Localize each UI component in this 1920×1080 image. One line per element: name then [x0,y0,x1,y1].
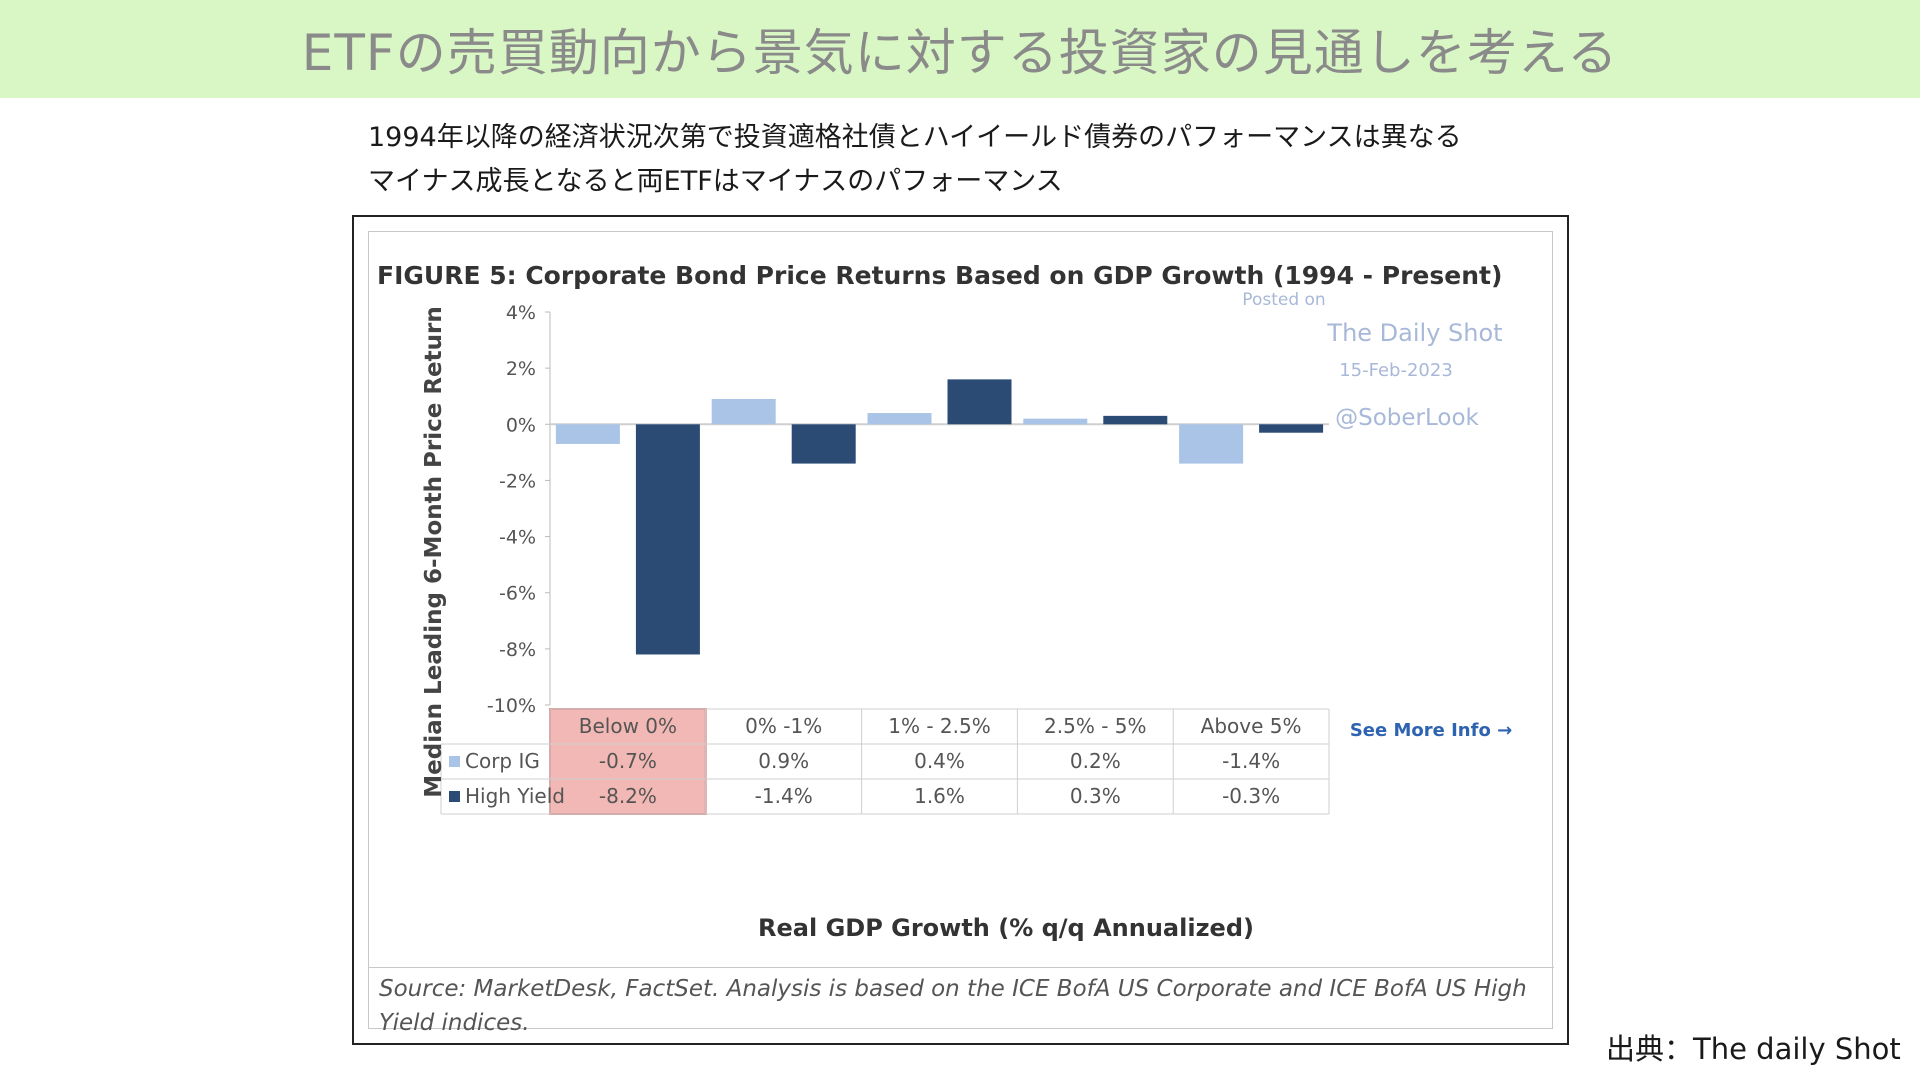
y-axis-label: Median Leading 6-Month Price Return [421,306,447,797]
outlet-name: The Daily Shot [1326,319,1502,347]
bar-high-yield [791,424,856,464]
source-divider [369,967,1554,968]
credit-line: 出典：The daily Shot [1606,1032,1901,1066]
x-category-label: 2.5% - 5% [1044,714,1146,738]
x-category-label: 0% -1% [745,714,822,738]
x-category-label: 1% - 2.5% [888,714,990,738]
data-value-label: -1.4% [755,784,813,808]
data-value-label: 0.2% [1070,749,1121,773]
x-category-label: Below 0% [579,714,677,738]
see-more-link[interactable]: See More Info → [1350,720,1512,741]
subtitle-line-2: マイナス成長となると両ETFはマイナスのパフォーマンス [368,166,1063,197]
data-value-label: -0.3% [1222,784,1280,808]
data-value-label: 1.6% [914,784,965,808]
bar-corp-ig [1023,418,1088,425]
data-value-label: -1.4% [1222,749,1280,773]
posted-date: 15-Feb-2023 [1339,360,1453,381]
data-value-label: -0.7% [599,749,657,773]
x-axis-label: Real GDP Growth (% q/q Annualized) [758,914,1254,942]
legend-label: Corp IG [465,749,540,773]
data-value-label: 0.4% [914,749,965,773]
bar-chart: 4% 2% 0% -2% -4% -6% -8% -10% Below 0% 0% -1% 1% … [377,261,1512,942]
title-banner: ETFの売買動向から景気に対する投資家の見通しを考える [0,0,1920,98]
figure-inner: 4% 2% 0% -2% -4% -6% -8% -10% Below 0% 0% -1% 1% … [368,231,1554,1036]
data-value-label: 0.3% [1070,784,1121,808]
data-value-label: 0.9% [758,749,809,773]
bar-high-yield [1259,424,1324,433]
y-tick-label: 0% [506,414,536,436]
y-tick-label: 2% [506,358,536,380]
subtitle-line-1: 1994年以降の経済状況次第で投資適格社債とハイイールド債券のパフォーマンスは異… [368,122,1462,153]
legend-swatch-high-yield [449,791,460,802]
bar-corp-ig [1179,424,1244,464]
posted-on-label: Posted on [1242,290,1325,310]
figure-frame: 4% 2% 0% -2% -4% -6% -8% -10% Below 0% 0% -1% 1% … [352,215,1569,1045]
y-tick-label: -10% [487,695,536,717]
y-tick-label: 4% [506,302,536,324]
bar-high-yield [1103,415,1168,425]
y-tick-label: -6% [499,583,536,605]
x-category-label: Above 5% [1201,714,1302,738]
chart-title: FIGURE 5: Corporate Bond Price Returns B… [377,261,1502,290]
bar-corp-ig [711,399,776,425]
legend-swatch-corp-ig [449,756,460,767]
bar-high-yield [947,379,1012,425]
y-tick-label: -4% [499,527,536,549]
bar-corp-ig [867,413,932,425]
legend-label: High Yield [465,784,565,808]
bar-high-yield [635,424,700,655]
page-title: ETFの売買動向から景気に対する投資家の見通しを考える [301,24,1619,82]
y-tick-label: -8% [499,639,536,661]
author-handle: @SoberLook [1335,405,1479,431]
bar-corp-ig [555,424,620,444]
data-value-label: -8.2% [599,784,657,808]
source-note: Source: MarketDesk, FactSet. Analysis is… [379,976,1527,1036]
y-tick-label: -2% [499,470,536,492]
subtitle-block: 1994年以降の経済状況次第で投資適格社債とハイイールド債券のパフォーマンスは異… [368,116,1668,204]
